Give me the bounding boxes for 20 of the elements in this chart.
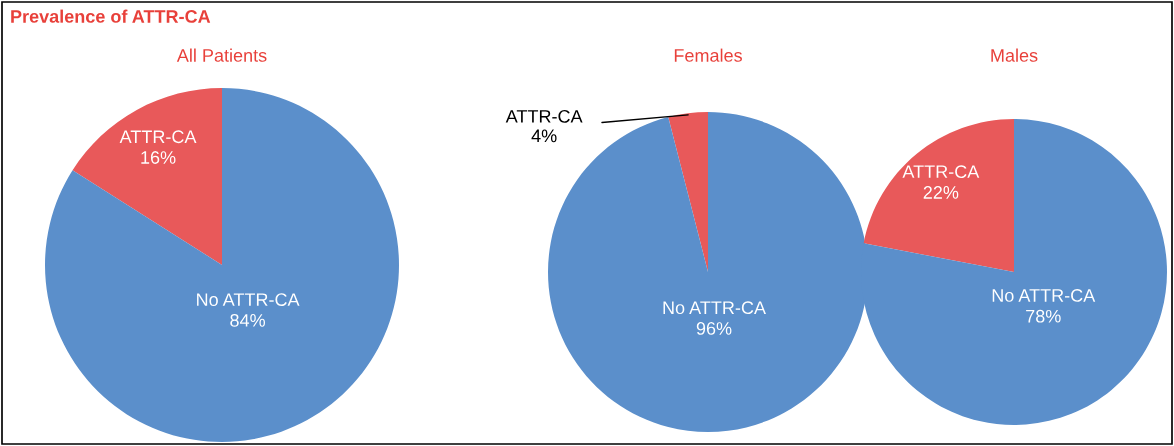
data-label: 78% — [1026, 309, 1061, 323]
data-label: 22% — [923, 186, 959, 199]
pie-slice — [668, 112, 708, 272]
chart-title: Females — [674, 48, 742, 62]
chart-title: All Patients — [176, 48, 267, 62]
data-label: 84% — [230, 313, 266, 327]
data-label: 4% — [531, 129, 557, 143]
slice-label: ATTR-CA — [119, 130, 197, 144]
data-label: 96% — [696, 322, 732, 335]
text: Prevalence of ATTR-CA — [11, 9, 211, 23]
slice-label: ATTR-CA — [505, 109, 583, 123]
pie-slice — [863, 119, 1014, 272]
chart-title: Males — [991, 48, 1038, 62]
pie-slice — [45, 88, 399, 442]
slice-label: No ATTR-CA — [663, 301, 766, 315]
slice-label: ATTR-CA — [902, 165, 980, 179]
data-label: 16% — [141, 151, 176, 164]
pie-slice — [72, 88, 222, 265]
slice-label: No ATTR-CA — [197, 293, 300, 306]
slice-label: No ATTR-CA — [992, 289, 1096, 302]
